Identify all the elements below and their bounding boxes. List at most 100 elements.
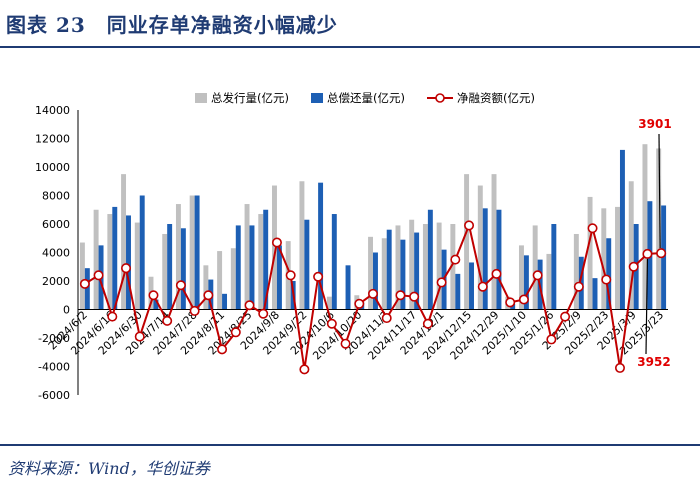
issuance-bar <box>450 224 456 310</box>
repayment-bar <box>400 239 406 310</box>
repayment-bar <box>126 215 131 310</box>
net-financing-point <box>450 254 461 265</box>
net-financing-point <box>121 263 132 274</box>
net-financing-point <box>285 270 296 281</box>
issuance-bar <box>615 206 620 310</box>
issuance-bar <box>134 222 140 310</box>
net-financing-point <box>217 344 228 355</box>
y-tick-label: 6000 <box>42 218 70 231</box>
figure-title: 图表 23 同业存单净融资小幅减少 <box>6 13 338 37</box>
repayment-bar <box>222 293 228 310</box>
title-rule <box>0 46 700 48</box>
issuance-bar <box>587 196 593 310</box>
issuance-bar <box>395 225 401 310</box>
net-financing-point <box>203 290 214 301</box>
repayment-bar <box>331 214 337 310</box>
net-financing-point <box>464 220 475 231</box>
annotation-label: 3901 <box>638 117 671 131</box>
issuance-bar <box>189 195 195 310</box>
chart-annotations: 3901 3952 <box>637 117 671 369</box>
issuance-bar <box>203 265 209 310</box>
issuance-bar <box>518 245 524 310</box>
repayment-bar <box>153 299 159 310</box>
net-financing-point <box>230 327 241 338</box>
repayment-bar <box>469 262 474 310</box>
y-tick-label: 10000 <box>35 161 70 174</box>
y-tick-label: 2000 <box>42 275 70 288</box>
repayment-bar <box>139 195 145 310</box>
issuance-bar <box>368 236 373 310</box>
net-financing-point <box>642 248 653 259</box>
net-financing-point <box>175 280 186 291</box>
y-tick-label: 0 <box>63 304 70 317</box>
y-tick-label: 8000 <box>42 190 70 203</box>
repayment-bar <box>84 268 90 310</box>
net-financing-point <box>354 298 365 309</box>
repayment-bar <box>592 278 598 310</box>
issuance-bar <box>573 233 579 310</box>
repayment-bar <box>496 209 502 310</box>
net-financing-point <box>134 331 145 342</box>
net-financing-point <box>93 270 104 281</box>
y-tick-label: 12000 <box>35 133 70 146</box>
y-tick-label: -2000 <box>38 332 70 345</box>
net-financing-point <box>244 300 255 311</box>
legend-label: 总偿还量(亿元) <box>327 91 405 105</box>
issuance-bar <box>656 148 662 310</box>
net-financing-point <box>409 291 420 302</box>
net-financing-point <box>628 261 639 272</box>
repayment-bar <box>304 219 310 310</box>
net-financing-point <box>587 223 598 234</box>
legend-swatch <box>195 93 207 103</box>
issuance-bar <box>642 144 648 310</box>
net-financing-point <box>505 297 516 308</box>
issuance-bar <box>230 248 236 310</box>
issuance-bar <box>93 209 99 310</box>
net-financing-point <box>477 281 488 292</box>
issuance-bar <box>326 296 332 310</box>
repayment-bar <box>249 225 255 310</box>
issuance-bar <box>422 224 428 310</box>
issuance-bar <box>464 174 470 310</box>
issuance-bar <box>217 251 223 310</box>
repayment-bar <box>276 245 282 310</box>
net-financing-point <box>107 311 118 322</box>
annotation-leader <box>658 133 661 249</box>
issuance-bar <box>258 214 264 310</box>
issuance-bar <box>79 242 85 310</box>
chart-net-line <box>79 220 667 375</box>
repayment-bar <box>455 273 461 310</box>
issuance-bar <box>477 185 483 310</box>
net-financing-point <box>326 318 337 329</box>
y-tick-label: 4000 <box>42 247 70 260</box>
legend-swatch <box>311 93 323 103</box>
source-note: 资料来源：Wind，华创证券 <box>8 459 210 478</box>
repayment-bar <box>606 238 612 310</box>
issuance-bar <box>244 204 250 310</box>
issuance-bar <box>381 238 387 310</box>
annotation-label: 3952 <box>637 355 670 369</box>
net-financing-point <box>162 315 173 326</box>
net-financing-point <box>518 294 529 305</box>
net-financing-point <box>299 364 310 375</box>
legend-marker <box>435 93 445 103</box>
bar-line-chart: -6000 -4000 -2000 0 2000 4000 6000 8000 10000 120… <box>35 91 672 402</box>
repayment-bar <box>551 224 557 310</box>
net-financing-point <box>79 278 90 289</box>
net-financing-point <box>422 318 433 329</box>
repayment-bar <box>235 225 241 310</box>
issuance-bar <box>299 181 305 310</box>
repayment-bar <box>180 228 186 310</box>
net-financing-point <box>258 308 269 319</box>
repayment-bar <box>386 229 392 310</box>
repayment-bar <box>373 252 378 310</box>
net-financing-point <box>573 281 584 292</box>
issuance-bar <box>162 233 168 310</box>
repayment-bar <box>345 265 351 310</box>
net-financing-point <box>271 237 282 248</box>
net-financing-point <box>189 305 200 316</box>
chart-legend: 总发行量(亿元) 总偿还量(亿元) 净融资额(亿元) <box>195 91 535 105</box>
repayment-bar <box>523 255 529 310</box>
repayment-bar <box>482 208 488 310</box>
repayment-bar <box>194 195 200 310</box>
